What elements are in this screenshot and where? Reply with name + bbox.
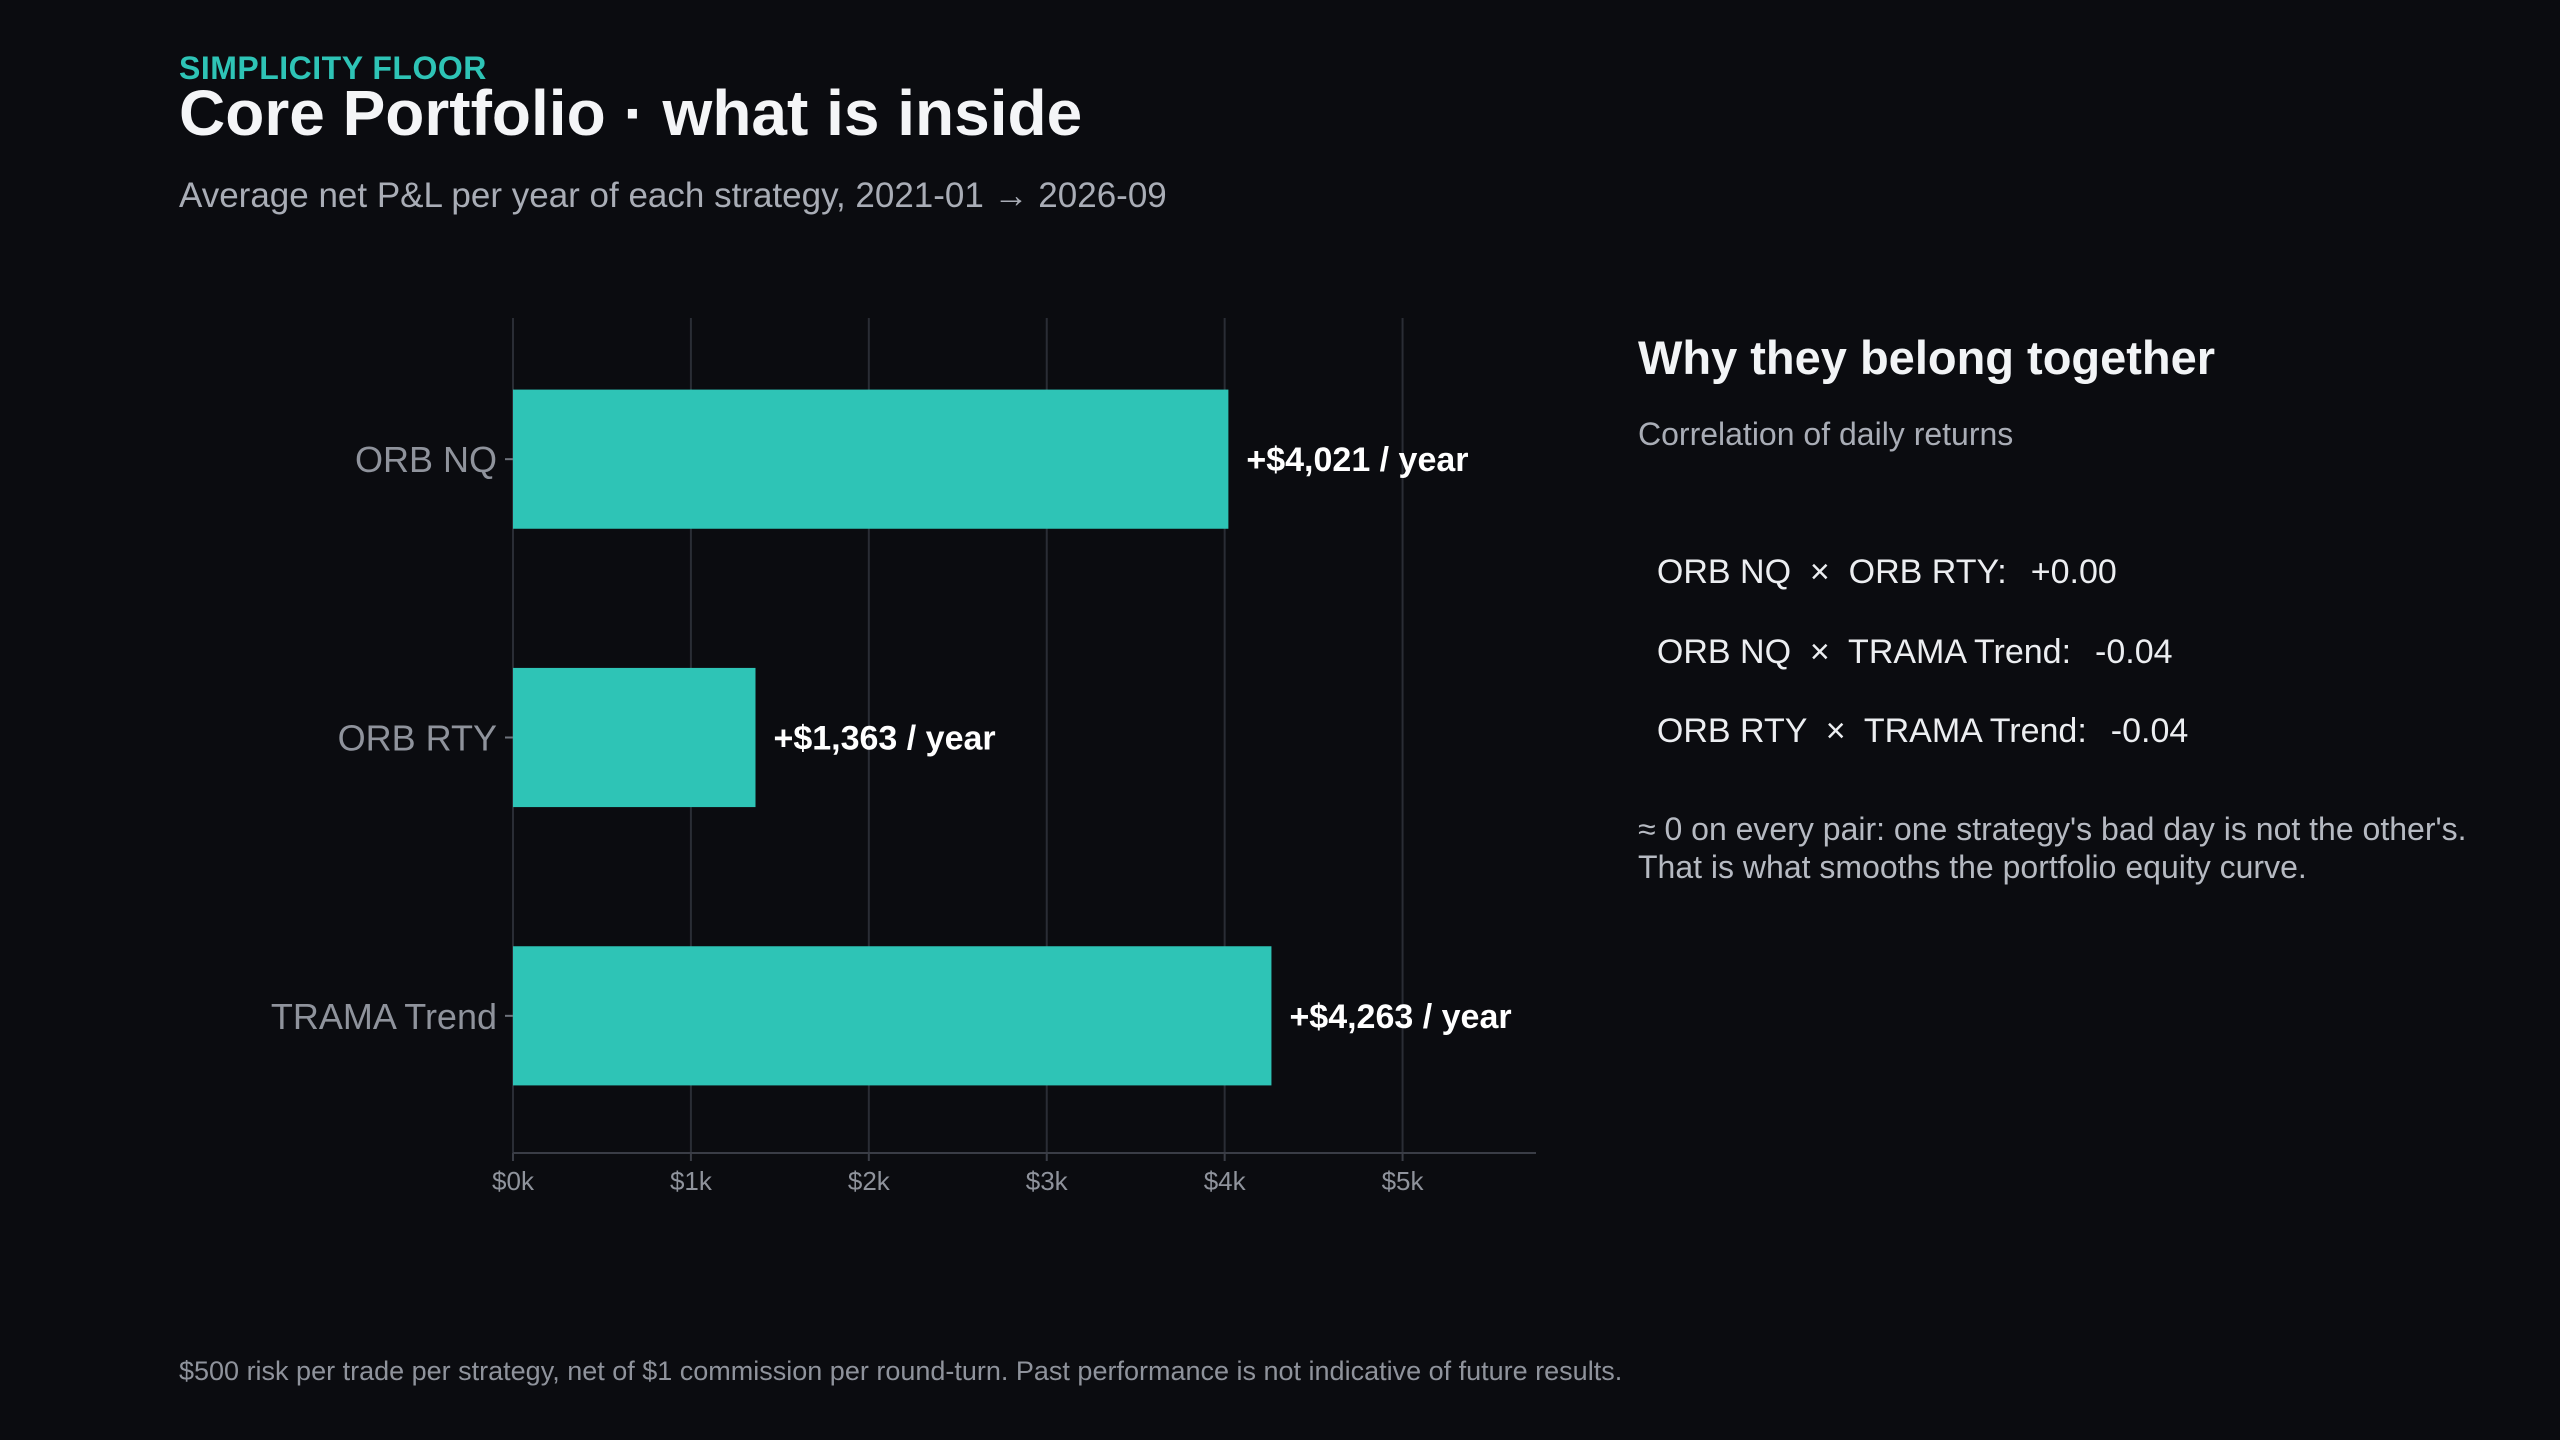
disclaimer-footer: $500 risk per trade per strategy, net of…	[179, 1356, 1623, 1386]
bar	[513, 389, 1229, 529]
x-tick-label: $3k	[1026, 1166, 1069, 1196]
note-line: That is what smooths the portfolio equit…	[1638, 849, 2307, 885]
correlation-row: ORB RTY × TRAMA Trend: -0.04	[1638, 673, 2188, 751]
category-label: ORB RTY	[338, 718, 497, 759]
data-label: +$4,263 / year	[1289, 998, 1511, 1036]
correlation-value: -0.04	[2095, 633, 2173, 671]
correlation-value: +0.00	[2030, 553, 2117, 591]
correlation-pair: ORB NQ × ORB RTY:	[1656, 553, 2007, 591]
category-label: ORB NQ	[355, 439, 497, 480]
bar	[513, 946, 1272, 1086]
correlation-pair: ORB NQ × TRAMA Trend:	[1656, 633, 2072, 671]
x-tick-label: $4k	[1204, 1166, 1247, 1196]
x-tick-label: $2k	[848, 1166, 891, 1196]
page-title: Core Portfolio · what is inside	[179, 77, 1083, 149]
correlation-note: ≈ 0 on every pair: one strategy's bad da…	[1638, 810, 2538, 886]
page-subtitle: Average net P&L per year of each strateg…	[179, 176, 1167, 215]
bar-chart: $0k $1k $2k $3k $4k $5k ORB NQ +$4,021 / year OR…	[271, 318, 1536, 1196]
x-tick-label: $5k	[1382, 1166, 1425, 1196]
category-label: TRAMA Trend	[271, 996, 497, 1037]
data-label: +$1,363 / year	[773, 720, 995, 758]
data-label: +$4,021 / year	[1246, 441, 1468, 479]
eyebrow-label: SIMPLICITY FLOOR	[179, 50, 487, 86]
x-tick-label: $1k	[670, 1166, 713, 1196]
correlation-row: ORB NQ × TRAMA Trend: -0.04	[1638, 594, 2173, 672]
correlation-row: ORB NQ × ORB RTY: +0.00	[1638, 514, 2117, 592]
correlation-pair: ORB RTY × TRAMA Trend:	[1656, 712, 2087, 750]
note-line: ≈ 0 on every pair: one strategy's bad da…	[1638, 811, 2467, 847]
x-tick-label: $0k	[492, 1166, 535, 1196]
correlation-panel-subtitle: Correlation of daily returns	[1638, 416, 2014, 452]
correlation-panel-title: Why they belong together	[1638, 331, 2216, 384]
bar	[513, 667, 756, 808]
correlation-value: -0.04	[2110, 712, 2189, 750]
